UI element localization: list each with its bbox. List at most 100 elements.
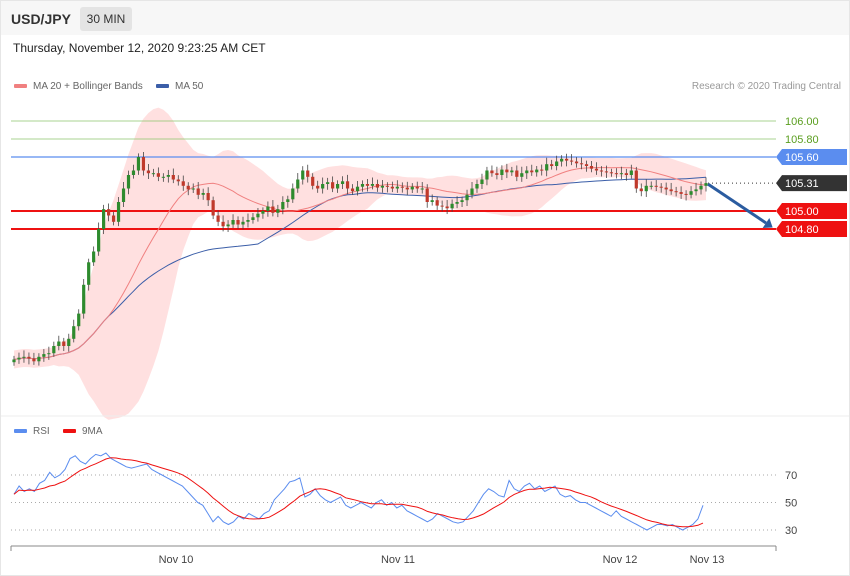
candle xyxy=(674,186,678,197)
candle-body xyxy=(22,356,26,358)
candle xyxy=(42,349,46,362)
candle xyxy=(465,189,469,206)
legend-rsi-label: RSI xyxy=(33,426,50,437)
candle-body xyxy=(141,157,146,171)
candle xyxy=(102,204,106,235)
candle-body xyxy=(211,200,215,216)
legend-ma20-label: MA 20 + Bollinger Bands xyxy=(33,81,143,92)
rsi-ma-line xyxy=(13,457,704,528)
candle-body xyxy=(316,185,320,189)
level-label-105.00: 105.00 xyxy=(785,206,819,218)
candle xyxy=(545,157,549,177)
candle xyxy=(236,216,240,229)
candle xyxy=(430,194,434,206)
legend-ma20: MA 20 + Bollinger Bands xyxy=(14,81,143,92)
candle-body xyxy=(375,184,380,188)
candle-body xyxy=(92,251,96,263)
candle xyxy=(669,182,673,195)
candle xyxy=(246,213,250,228)
candle xyxy=(639,183,643,197)
rsi-line xyxy=(13,452,704,531)
candle xyxy=(425,184,429,208)
candle-body xyxy=(619,173,623,175)
candle-body xyxy=(505,169,509,173)
candle xyxy=(405,181,409,196)
candle-body xyxy=(231,220,235,225)
candle-body xyxy=(291,188,295,200)
candle-body xyxy=(460,200,464,202)
candle-body xyxy=(256,213,260,218)
candle-body xyxy=(634,170,638,189)
candle-body xyxy=(27,356,31,359)
candle xyxy=(281,196,285,215)
candle xyxy=(296,173,300,193)
candle xyxy=(37,353,41,366)
candle-body xyxy=(579,163,584,165)
timeframe-button[interactable]: 30 MIN xyxy=(80,7,132,31)
candle xyxy=(629,164,633,179)
legend-ma50-label: MA 50 xyxy=(175,81,204,92)
candle-body xyxy=(335,184,340,189)
candle-body xyxy=(669,189,673,192)
candle xyxy=(161,173,165,182)
candle-body xyxy=(131,170,136,175)
candle-body xyxy=(216,215,220,222)
candle xyxy=(500,165,504,181)
candle-body xyxy=(311,176,315,186)
rsi-tick-70: 70 xyxy=(785,470,797,482)
candle xyxy=(460,196,464,208)
candle xyxy=(276,204,280,218)
candle-body xyxy=(450,203,454,209)
candle xyxy=(550,159,554,170)
candle-body xyxy=(360,184,365,187)
candle xyxy=(231,214,235,229)
candle-body xyxy=(77,313,81,327)
candle-body xyxy=(97,229,101,252)
legend-rsi: RSI xyxy=(14,426,50,437)
candle xyxy=(380,180,385,193)
candle xyxy=(335,180,340,193)
candle xyxy=(326,177,330,190)
candle-body xyxy=(47,353,51,355)
candle xyxy=(32,352,36,365)
candle-body xyxy=(400,186,404,188)
candle xyxy=(196,182,200,200)
candle-body xyxy=(281,202,285,210)
candle-body xyxy=(271,206,275,213)
candle-body xyxy=(420,188,424,190)
candle xyxy=(106,203,111,222)
candle xyxy=(116,196,121,227)
candle-body xyxy=(236,220,240,225)
candle-body xyxy=(62,341,66,346)
candle xyxy=(186,182,190,196)
candle-body xyxy=(560,158,564,162)
candle-body xyxy=(196,188,200,195)
timestamp: Thursday, November 12, 2020 9:23:25 AM C… xyxy=(13,41,266,55)
candle xyxy=(589,160,594,173)
candle-body xyxy=(221,221,225,227)
candle-body xyxy=(67,338,71,346)
candle xyxy=(256,207,260,222)
candle-body xyxy=(136,157,141,171)
candle xyxy=(470,182,474,199)
candle-body xyxy=(345,181,350,189)
candle-body xyxy=(126,175,131,189)
candle xyxy=(201,188,205,200)
candle-body xyxy=(176,179,180,182)
candle xyxy=(67,333,71,352)
candle xyxy=(540,164,544,176)
candle xyxy=(634,166,638,193)
candle-body xyxy=(704,183,708,186)
candle-body xyxy=(565,158,569,161)
ma9-swatch xyxy=(63,429,76,434)
candle-body xyxy=(226,224,230,227)
rsi-tick-50: 50 xyxy=(785,498,797,510)
level-tag-105.60 xyxy=(776,149,847,165)
candle-body xyxy=(151,173,155,175)
candle xyxy=(136,153,141,175)
candle xyxy=(565,153,569,167)
candle-body xyxy=(540,169,544,171)
candle-body xyxy=(584,164,589,166)
candle xyxy=(594,162,599,175)
x-tick-label: Nov 13 xyxy=(690,554,725,566)
